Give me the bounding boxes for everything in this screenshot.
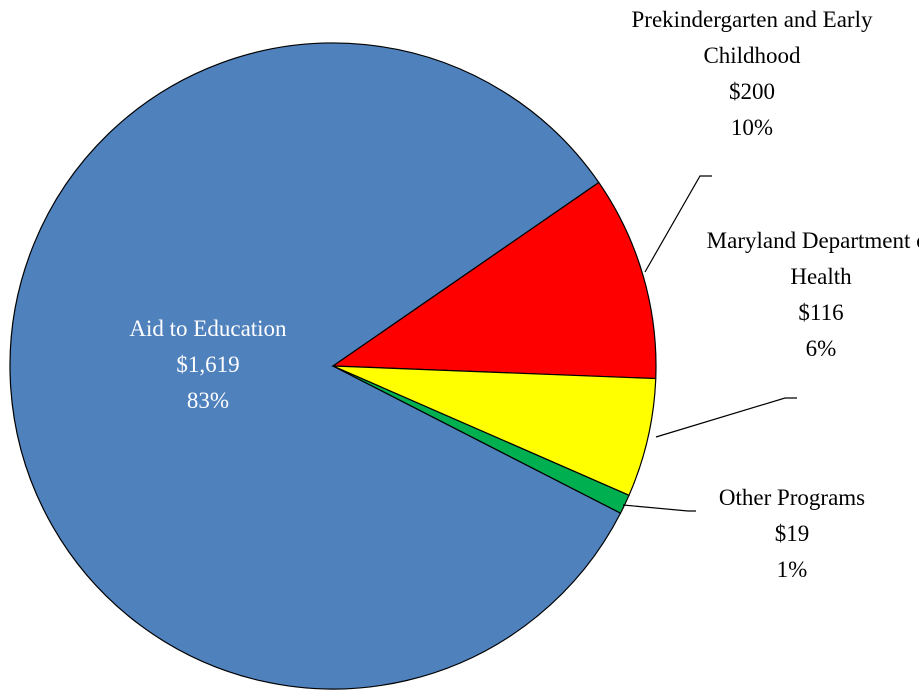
percent-label: 6% — [805, 336, 837, 361]
pie-slice — [331, 181, 657, 380]
leader-line — [655, 397, 797, 438]
pie-slice — [332, 365, 630, 514]
percent-label: 10% — [730, 115, 774, 140]
leader-line — [622, 504, 696, 512]
value-label: $116 — [798, 300, 844, 325]
category-label: Prekindergarten and Early Childhood — [631, 7, 873, 68]
percent-label: 1% — [776, 557, 808, 582]
slice-label: Prekindergarten and Early Childhood $200 1… — [622, 2, 882, 146]
pie-slice — [9, 42, 622, 690]
slice-label: Maryland Department of Health $116 6% — [706, 223, 919, 367]
percent-label: 83% — [186, 388, 230, 413]
pie-slice — [332, 365, 657, 497]
slice-label: Other Programs $19 1% — [672, 480, 912, 588]
slice-label: Aid to Education $1,619 83% — [88, 311, 328, 419]
value-label: $1,619 — [176, 352, 240, 377]
category-label: Aid to Education — [129, 316, 287, 341]
value-label: $200 — [729, 79, 775, 104]
category-label: Other Programs — [718, 485, 866, 510]
value-label: $19 — [774, 521, 810, 546]
category-label: Maryland Department of Health — [706, 228, 919, 289]
leader-line — [644, 175, 712, 273]
